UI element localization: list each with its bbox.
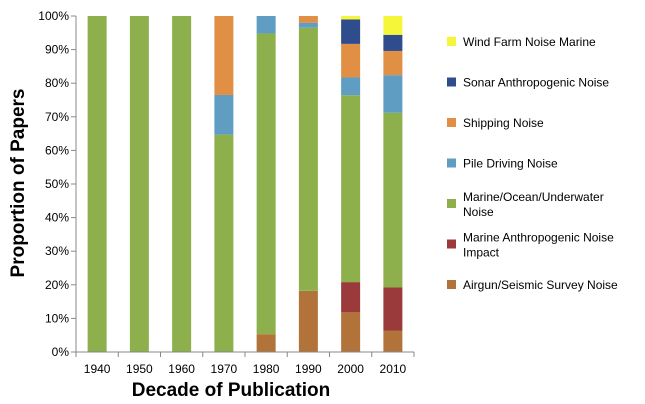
y-axis-title: Proportion of Papers <box>8 89 29 278</box>
x-tick-label: 1940 <box>84 362 111 376</box>
legend-swatch <box>447 280 456 289</box>
x-tick-label: 1990 <box>295 362 322 376</box>
legend-label: Wind Farm Noise Marine <box>463 35 596 49</box>
y-tick-label: 60% <box>45 143 69 157</box>
bar-1990-series-0 <box>298 290 318 352</box>
bar-2010-series-5 <box>383 34 403 51</box>
y-tick-label: 40% <box>45 211 69 225</box>
bar-1960-series-2 <box>172 16 192 352</box>
bar-1990-series-3 <box>298 22 318 28</box>
legend-swatch <box>447 199 456 208</box>
y-tick-label: 0% <box>52 345 70 359</box>
bar-2010-series-2 <box>383 112 403 288</box>
bar-2010-series-1 <box>383 287 403 331</box>
bars-group <box>87 16 403 352</box>
bar-1940-series-2 <box>87 16 107 352</box>
bar-1970-series-2 <box>214 134 234 352</box>
bar-1970-series-3 <box>214 94 234 135</box>
legend-label: Airgun/Seismic Survey Noise <box>463 278 618 292</box>
y-tick-label: 50% <box>45 177 69 191</box>
legend-swatch <box>447 37 456 46</box>
bar-2010-series-4 <box>383 50 403 76</box>
legend-label: Shipping Noise <box>463 116 544 130</box>
y-tick-label: 10% <box>45 311 69 325</box>
legend-swatch <box>447 239 456 249</box>
bar-2000-series-1 <box>341 282 361 313</box>
x-tick-label: 1950 <box>126 362 153 376</box>
bar-1970-series-4 <box>214 16 234 95</box>
x-axis-title: Decade of Publication <box>132 380 330 401</box>
bar-2010-series-6 <box>383 16 403 35</box>
bar-2000-series-0 <box>341 312 361 352</box>
y-tick-label: 90% <box>45 43 69 57</box>
bar-2000-series-6 <box>341 16 361 20</box>
x-tick-label: 1970 <box>211 362 238 376</box>
bar-2000-series-4 <box>341 43 361 78</box>
bar-2000-series-5 <box>341 19 361 44</box>
x-tick-label: 1960 <box>168 362 195 376</box>
legend-label: Marine/Ocean/Underwater Noise <box>463 190 604 219</box>
bar-2000-series-3 <box>341 77 361 96</box>
y-tick-label: 30% <box>45 244 69 258</box>
bar-1990-series-4 <box>298 16 318 23</box>
y-tick-label: 100% <box>38 9 69 23</box>
bar-1950-series-2 <box>129 16 149 352</box>
legend-label: Pile Driving Noise <box>463 157 558 171</box>
legend-swatch <box>447 77 456 87</box>
legend-label: Sonar Anthropogenic Noise <box>463 76 609 90</box>
legend-label: Marine Anthropogenic Noise Impact <box>463 231 614 260</box>
x-tick-label: 2010 <box>380 362 407 376</box>
bar-2010-series-0 <box>383 330 403 352</box>
x-tick-label: 2000 <box>337 362 364 376</box>
bar-1980-series-0 <box>256 334 276 352</box>
legend-swatch <box>447 118 456 127</box>
bar-2010-series-3 <box>383 75 403 113</box>
bar-1980-series-2 <box>256 33 276 335</box>
legend-swatch <box>447 158 456 168</box>
legend: Wind Farm Noise Marine Sonar Anthropogeni… <box>447 35 618 292</box>
axes-group: 1940 1950 1960 1970 1980 1990 2000 2010 0% 10% 20%… <box>38 9 415 376</box>
bar-1990-series-2 <box>298 27 318 291</box>
x-tick-label: 1980 <box>253 362 280 376</box>
y-tick-label: 80% <box>45 76 69 90</box>
bar-1980-series-3 <box>256 16 276 34</box>
y-tick-label: 70% <box>45 110 69 124</box>
y-tick-label: 20% <box>45 278 69 292</box>
bar-2000-series-2 <box>341 95 361 283</box>
